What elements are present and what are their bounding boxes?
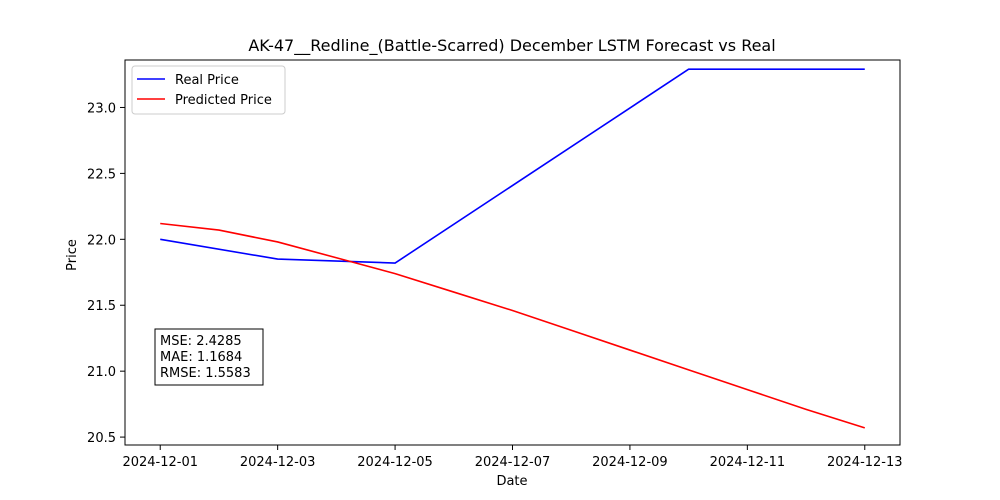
real-price-line: [160, 68, 865, 264]
metric-text: RMSE: 1.5583: [160, 366, 251, 381]
y-tick-label: 21.5: [87, 299, 116, 314]
x-tick-label: 2024-12-13: [827, 455, 903, 470]
predicted-price-line: [160, 222, 866, 429]
x-tick-label: 2024-12-07: [475, 455, 551, 470]
x-tick-label: 2024-12-05: [357, 455, 433, 470]
plot-area: 2024-12-01 2024-12-03 2024-12-05 2024-12-07…: [87, 59, 903, 470]
x-tick-label: 2024-12-03: [240, 455, 316, 470]
metrics-box-frame: [154, 328, 264, 386]
x-tick-label: 2024-12-11: [710, 455, 786, 470]
legend-label-real-price: Real Price: [175, 73, 239, 88]
chart-title: AK-47__Redline_(Battle-Scarred) December…: [248, 36, 775, 56]
y-axis-label: Price: [65, 239, 80, 271]
x-axis-label: Date: [496, 474, 527, 489]
y-tick-label: 22.5: [87, 167, 116, 182]
metric-text: MSE: 2.4285: [160, 334, 242, 349]
y-tick-label: 22.0: [87, 233, 116, 248]
x-tick-label: 2024-12-01: [122, 455, 198, 470]
metric-text: MAE: 1.1684: [160, 350, 242, 365]
legend-label-predicted-price: Predicted Price: [175, 93, 272, 108]
y-tick-label: 23.0: [87, 101, 116, 116]
legend: Real Price Predicted Price: [131, 65, 286, 115]
axes-frame: [124, 59, 901, 446]
x-tick-label: 2024-12-09: [592, 455, 668, 470]
y-tick-label: 20.5: [87, 431, 116, 446]
y-tick-label: 21.0: [87, 365, 116, 380]
legend-box: [131, 65, 286, 115]
